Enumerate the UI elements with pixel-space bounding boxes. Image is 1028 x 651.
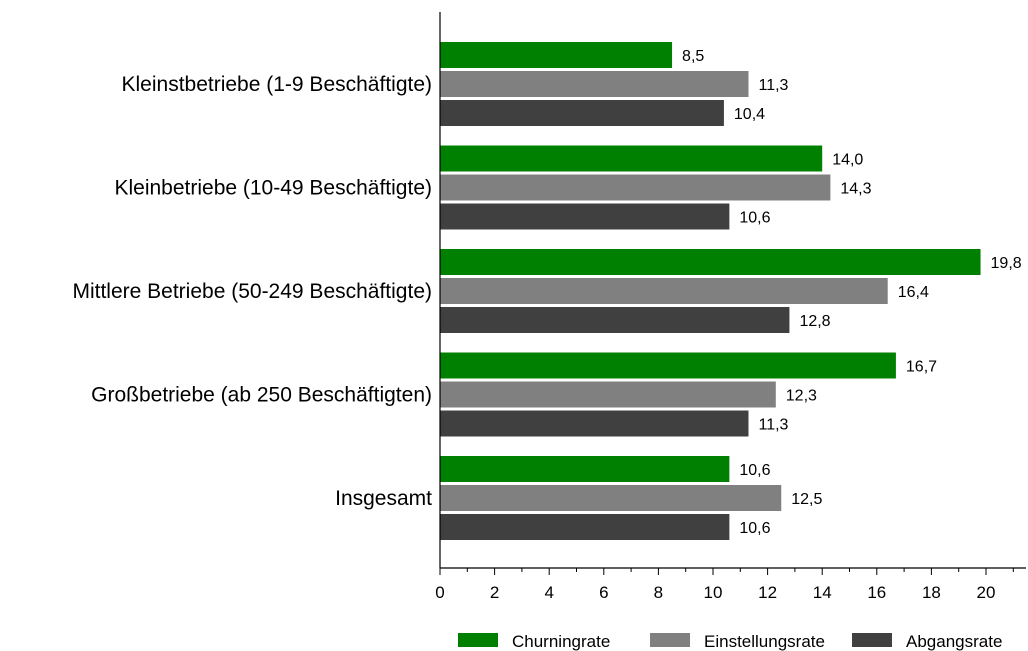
bar-abgangsrate-3 [440,410,749,437]
value-label: 14,0 [832,152,863,169]
value-label: 19,8 [991,255,1022,272]
x-tick-label: 10 [704,583,723,602]
value-label: 10,4 [734,106,765,123]
x-tick-label: 18 [922,583,941,602]
x-tick-label: 0 [435,583,444,602]
bar-einstellungsrate-1 [440,174,831,201]
bar-einstellungsrate-2 [440,278,888,304]
x-tick-label: 20 [977,583,996,602]
value-label: 8,5 [682,48,704,65]
x-tick-label: 16 [867,583,886,602]
value-label: 16,4 [898,284,929,301]
x-tick-label: 8 [654,583,663,602]
value-label: 10,6 [739,462,770,479]
legend-label: Abgangsrate [906,632,1002,651]
x-tick-label: 4 [544,583,553,602]
category-label: Kleinstbetriebe (1-9 Beschäftigte) [122,73,433,96]
legend-label: Einstellungsrate [704,632,825,651]
legend-label: Churningrate [512,632,610,651]
legend-swatch-abgangsrate [852,633,892,647]
bar-churningrate-1 [440,145,823,172]
category-label: Kleinbetriebe (10-49 Beschäftigte) [114,177,432,200]
bar-churningrate-0 [440,42,673,68]
bar-einstellungsrate-0 [440,71,749,97]
bar-churningrate-2 [440,249,981,275]
bar-abgangsrate-2 [440,307,790,333]
bar-abgangsrate-1 [440,203,730,230]
x-tick-label: 12 [758,583,777,602]
value-label: 12,5 [791,491,822,508]
x-tick-label: 6 [599,583,608,602]
value-label: 12,3 [786,388,817,405]
bar-churningrate-3 [440,352,896,379]
value-label: 16,7 [906,359,937,376]
category-label: Mittlere Betriebe (50-249 Beschäftigte) [72,280,432,303]
legend-swatch-churningrate [458,633,498,647]
bar-churningrate-4 [440,456,730,482]
value-label: 14,3 [840,181,871,198]
category-label: Insgesamt [335,487,432,510]
value-label: 10,6 [739,210,770,227]
bar-einstellungsrate-4 [440,485,782,511]
value-label: 11,3 [758,417,788,434]
bar-abgangsrate-4 [440,514,730,540]
x-tick-label: 14 [813,583,832,602]
value-label: 12,8 [799,313,830,330]
value-label: 11,3 [758,77,788,94]
bar-einstellungsrate-3 [440,381,776,408]
category-label: Großbetriebe (ab 250 Beschäftigten) [91,384,432,407]
value-label: 10,6 [739,520,770,537]
x-tick-label: 2 [490,583,499,602]
bar-abgangsrate-0 [440,100,724,126]
legend-swatch-einstellungsrate [650,633,690,647]
